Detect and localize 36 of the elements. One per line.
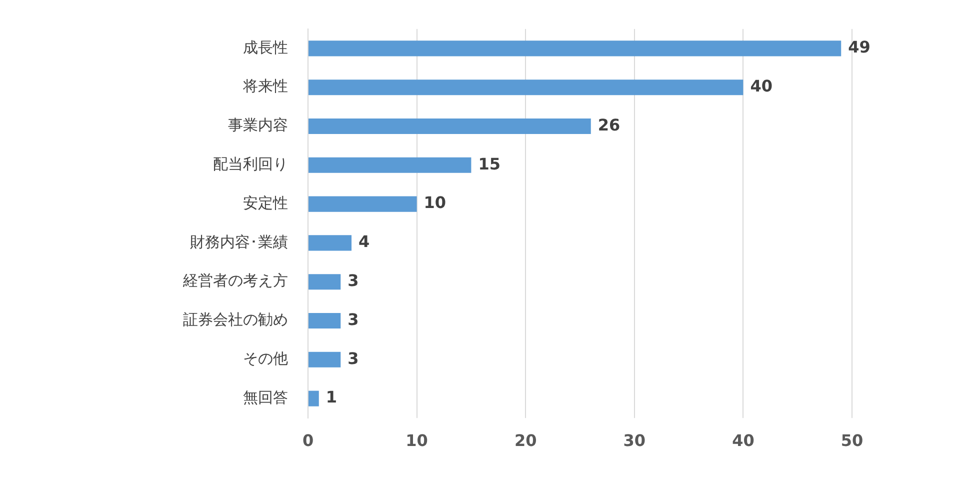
- y-tick-label: 経営者の考え方: [182, 272, 288, 290]
- y-tick-label: 成長性: [243, 38, 288, 56]
- bar: [308, 196, 417, 212]
- x-tick-label: 10: [406, 430, 428, 450]
- data-label: 15: [478, 154, 500, 174]
- x-tick-label: 30: [623, 430, 646, 450]
- bar: [308, 312, 341, 329]
- x-tick-label: 40: [732, 430, 754, 450]
- bar: [308, 157, 472, 173]
- bar: [308, 80, 744, 96]
- y-tick-label: 財務内容･業績: [190, 232, 288, 251]
- bar: [308, 390, 319, 406]
- data-label: 26: [598, 115, 620, 134]
- y-tick-label: その他: [243, 350, 288, 368]
- data-label: 3: [348, 310, 359, 329]
- x-tick-label: 0: [302, 430, 314, 450]
- y-tick-label: 事業内容: [228, 116, 288, 134]
- bar: [308, 274, 341, 290]
- y-tick-label: 配当利回り: [213, 155, 288, 174]
- data-label: 3: [348, 348, 359, 368]
- data-label: 10: [424, 193, 446, 212]
- y-tick-label: 証券会社の勧め: [183, 310, 288, 329]
- data-label: 3: [348, 271, 359, 290]
- x-tick-label: 20: [514, 430, 537, 450]
- data-label: 1: [326, 388, 338, 407]
- bar: [308, 118, 591, 134]
- y-tick-label: 将来性: [242, 77, 288, 96]
- data-label: 49: [848, 38, 870, 57]
- data-label: 40: [750, 76, 772, 96]
- bar: [308, 352, 341, 368]
- x-tick-label: 50: [840, 430, 864, 450]
- bar: [308, 235, 352, 251]
- data-label: 4: [358, 232, 370, 252]
- y-tick-label: 無回答: [243, 388, 288, 406]
- bar: [308, 40, 842, 56]
- y-tick-label: 安定性: [243, 194, 288, 212]
